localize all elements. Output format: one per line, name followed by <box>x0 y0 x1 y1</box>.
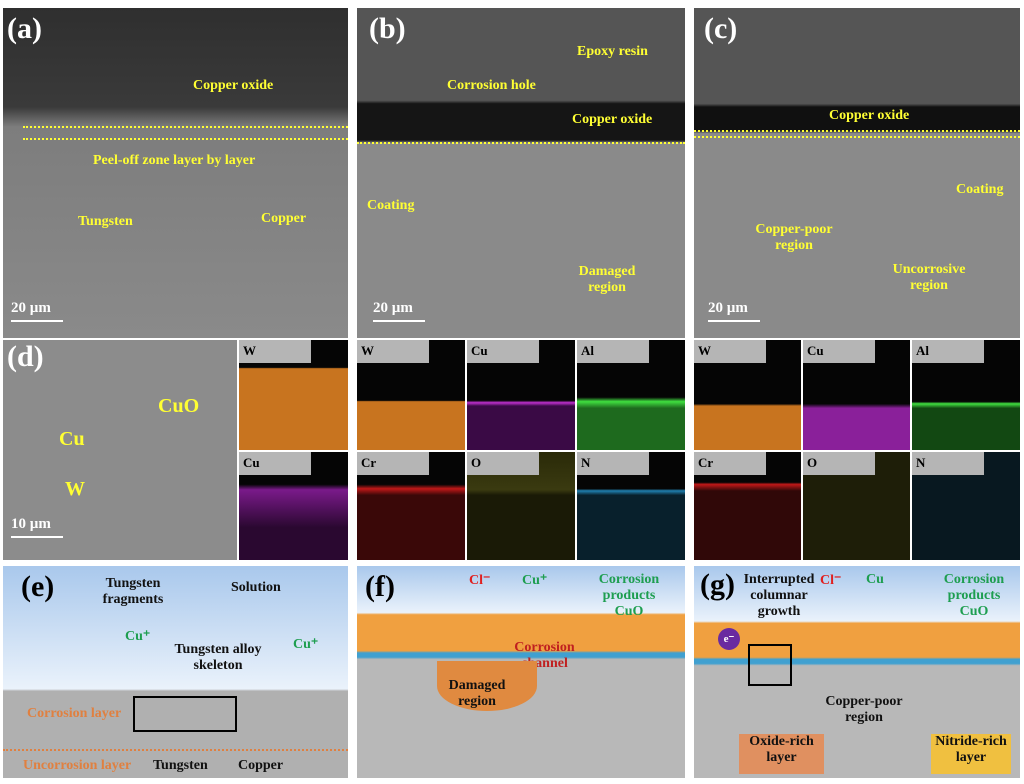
panel-f-schematic: (f) Cl⁻ Cu⁺ Corrosion products CuO Corro… <box>357 566 685 778</box>
annotation: Cu⁺ <box>125 629 151 644</box>
annotation: Cu⁺ <box>293 637 319 652</box>
panel-label: (d) <box>7 340 44 373</box>
eds-map-al: Al <box>577 340 685 450</box>
annotation: Cu <box>866 572 884 587</box>
panel-label: (f) <box>365 570 395 603</box>
annotation: Copper oxide <box>193 78 274 93</box>
eds-map-n: N <box>577 452 685 560</box>
annotation: Solution <box>231 580 281 595</box>
eds-map-w: W <box>694 340 801 450</box>
annotation: e⁻ <box>718 628 740 650</box>
panel-a-sem: (a) Copper oxide Peel-off zone layer by … <box>3 8 348 338</box>
panel-label: (e) <box>21 570 55 603</box>
annotation: Corrosion products CuO <box>943 572 1005 619</box>
annotation: Coating <box>956 182 1004 197</box>
panel-e-schematic: (e) Tungsten fragments Solution Cu⁺ Tung… <box>3 566 348 778</box>
scale-bar-label: 10 µm <box>11 516 51 532</box>
panel-c-sem: (c) Copper oxide Coating Copper-poor reg… <box>694 8 1020 338</box>
annotation: Interrupted columnar growth <box>743 572 815 619</box>
annotation: Corrosion channel <box>514 640 575 671</box>
eds-map-al: Al <box>912 340 1020 450</box>
scale-bar-label: 20 µm <box>373 300 413 316</box>
scale-bar-label: 20 µm <box>708 300 748 316</box>
annotation: Uncorrosion layer <box>23 758 132 773</box>
eds-map-cu: Cu <box>467 340 575 450</box>
annotation: Oxide-rich layer <box>739 734 824 774</box>
annotation: CuO <box>158 395 200 417</box>
eds-map-cu: Cu <box>803 340 910 450</box>
eds-map-cr: Cr <box>357 452 465 560</box>
annotation: Peel-off zone layer by layer <box>93 153 256 168</box>
annotation: Tungsten <box>78 214 133 229</box>
eds-map-o: O <box>803 452 910 560</box>
annotation: Damaged region <box>578 264 636 295</box>
annotation: Cu <box>59 428 85 450</box>
eds-map-w: W <box>239 340 348 450</box>
annotation: Copper <box>261 211 307 226</box>
annotation: Uncorrosive region <box>892 262 966 293</box>
eds-map-o: O <box>467 452 575 560</box>
panel-b-sem: (b) Epoxy resin Corrosion hole Copper ox… <box>357 8 685 338</box>
annotation: Tungsten alloy skeleton <box>174 642 262 673</box>
annotation: Cl⁻ <box>820 573 842 588</box>
annotation: Copper oxide <box>572 112 653 127</box>
annotation: Cl⁻ <box>469 573 491 588</box>
annotation: Damaged region <box>448 678 506 709</box>
annotation: Cu⁺ <box>522 573 548 588</box>
eds-map-n: N <box>912 452 1020 560</box>
annotation: Copper-poor region <box>755 222 833 253</box>
annotation: Epoxy resin <box>577 44 648 59</box>
annotation: Corrosion layer <box>27 706 122 721</box>
annotation: W <box>65 478 85 500</box>
annotation: Copper-poor region <box>825 694 903 725</box>
eds-map-w: W <box>357 340 465 450</box>
eds-map-cr: Cr <box>694 452 801 560</box>
panel-label: (g) <box>700 568 735 601</box>
annotation: Coating <box>367 198 415 213</box>
annotation: Corrosion products CuO <box>598 572 660 619</box>
eds-map-cu: Cu <box>239 452 348 560</box>
panel-label: (c) <box>704 12 738 45</box>
annotation: Corrosion hole <box>447 78 536 93</box>
panel-g-schematic: (g) Interrupted columnar growth Cl⁻ Cu C… <box>694 566 1020 778</box>
annotation: Tungsten <box>153 758 208 773</box>
annotation: Nitride-rich layer <box>931 734 1011 774</box>
scale-bar-label: 20 µm <box>11 300 51 316</box>
panel-label: (b) <box>369 12 406 45</box>
panel-d-sem: (d) CuO Cu W 10 µm <box>3 340 237 560</box>
annotation: Copper <box>238 758 284 773</box>
panel-label: (a) <box>7 12 42 45</box>
annotation: Copper oxide <box>829 108 910 123</box>
annotation: Tungsten fragments <box>102 576 164 607</box>
